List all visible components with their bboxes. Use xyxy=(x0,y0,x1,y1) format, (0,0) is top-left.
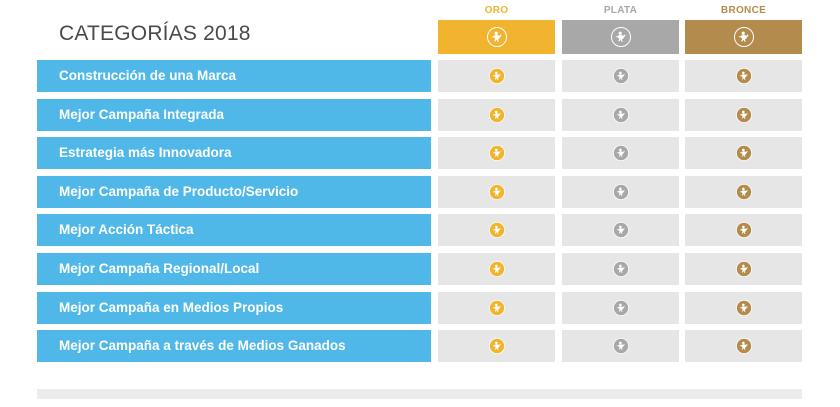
award-figure-icon xyxy=(735,145,752,162)
award-cell-bronce xyxy=(685,252,802,285)
column-label-plata: PLATA xyxy=(603,5,638,16)
award-cell-oro xyxy=(438,98,555,131)
column-bar-bronce xyxy=(685,20,802,54)
award-cell-bronce xyxy=(685,137,802,170)
award-figure-icon xyxy=(488,338,505,355)
award-figure-icon xyxy=(612,222,629,239)
award-cell-oro xyxy=(438,252,555,285)
column-label-bronce: BRONCE xyxy=(720,5,767,16)
award-figure-icon xyxy=(735,183,752,200)
award-cell-bronce xyxy=(685,291,802,324)
award-figure-icon xyxy=(488,68,505,84)
column-header-bronce: BRONCE xyxy=(685,4,802,54)
award-figure-icon xyxy=(735,106,752,123)
award-figure-icon xyxy=(488,106,505,123)
award-figure-icon xyxy=(612,145,629,162)
award-figure-icon xyxy=(733,27,754,47)
award-cell-plata xyxy=(562,60,679,92)
award-cell-oro xyxy=(438,214,555,247)
award-figure-icon xyxy=(735,222,752,239)
award-cell-oro xyxy=(438,60,555,92)
award-cell-plata xyxy=(562,175,679,208)
footer-bar xyxy=(37,389,802,399)
award-figure-icon xyxy=(735,299,752,316)
award-figure-icon xyxy=(488,299,505,316)
award-cell-plata xyxy=(562,98,679,131)
award-cell-oro xyxy=(438,330,555,363)
award-figure-icon xyxy=(612,68,629,84)
award-figure-icon xyxy=(488,183,505,200)
award-figure-icon xyxy=(488,222,505,239)
award-cell-plata xyxy=(562,330,679,363)
award-figure-icon xyxy=(612,183,629,200)
award-cell-plata xyxy=(562,137,679,170)
column-label-oro: ORO xyxy=(484,5,509,16)
award-cell-bronce xyxy=(685,214,802,247)
award-cell-plata xyxy=(562,291,679,324)
award-figure-icon xyxy=(488,145,505,162)
award-figure-icon xyxy=(612,106,629,123)
category-label: Mejor Acción Táctica xyxy=(37,214,431,247)
award-cell-oro xyxy=(438,175,555,208)
category-label: Estrategia más Innovadora xyxy=(37,137,431,170)
category-label: Construcción de una Marca xyxy=(37,60,431,92)
award-figure-icon xyxy=(610,27,631,47)
award-cell-oro xyxy=(438,137,555,170)
page-title: CATEGORÍAS 2018 xyxy=(59,22,251,45)
column-header-oro: ORO xyxy=(438,4,555,54)
category-label: Mejor Campaña Regional/Local xyxy=(37,252,431,285)
award-figure-icon xyxy=(488,260,505,277)
award-figure-icon xyxy=(612,299,629,316)
award-cell-bronce xyxy=(685,330,802,363)
award-cell-oro xyxy=(438,291,555,324)
award-cell-bronce xyxy=(685,98,802,131)
award-figure-icon xyxy=(612,260,629,277)
category-label: Mejor Campaña Integrada xyxy=(37,98,431,131)
award-figure-icon xyxy=(735,338,752,355)
award-cell-bronce xyxy=(685,175,802,208)
award-cell-bronce xyxy=(685,60,802,92)
column-bar-oro xyxy=(438,20,555,54)
award-figure-icon xyxy=(735,260,752,277)
column-bar-plata xyxy=(562,20,679,54)
category-label: Mejor Campaña a través de Medios Ganados xyxy=(37,330,431,363)
category-label: Mejor Campaña en Medios Propios xyxy=(37,291,431,324)
award-cell-plata xyxy=(562,214,679,247)
category-label: Mejor Campaña de Producto/Servicio xyxy=(37,175,431,208)
award-figure-icon xyxy=(735,68,752,84)
award-figure-icon xyxy=(486,27,507,47)
award-cell-plata xyxy=(562,252,679,285)
column-header-plata: PLATA xyxy=(562,4,679,54)
award-figure-icon xyxy=(612,338,629,355)
